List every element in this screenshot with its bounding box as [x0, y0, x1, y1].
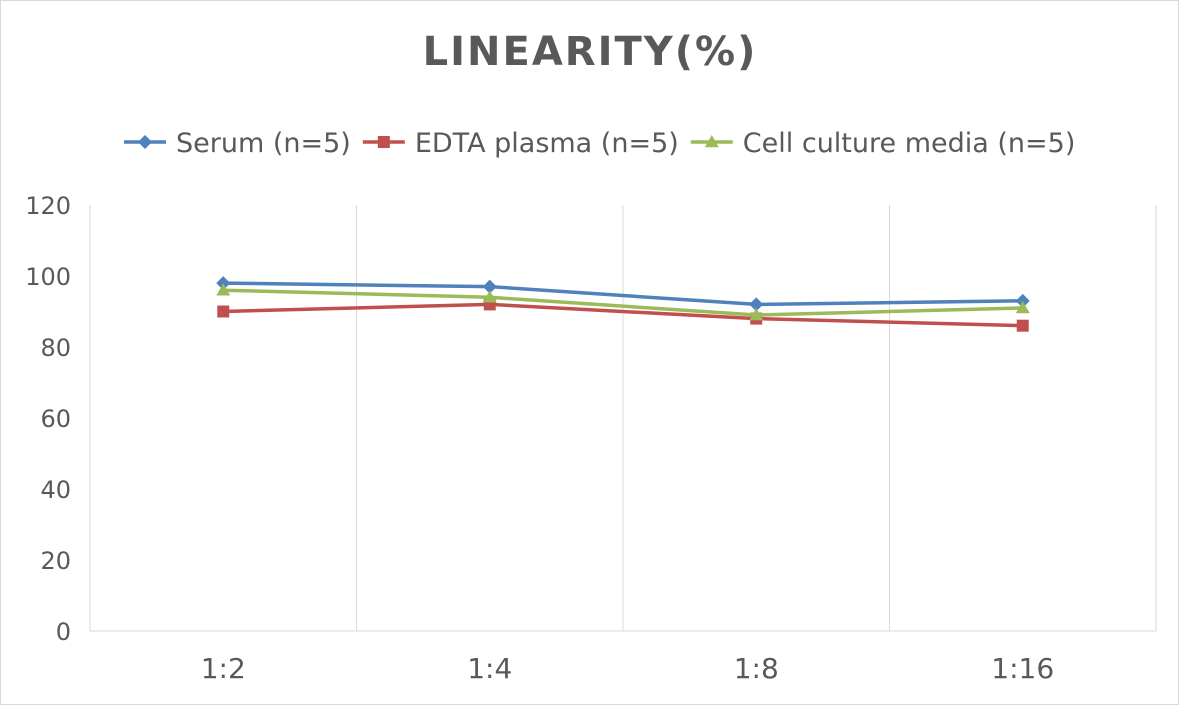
x-tick-label: 1:16: [991, 652, 1054, 685]
y-tick-label: 60: [40, 405, 71, 433]
y-tick-label: 40: [40, 476, 71, 504]
y-tick-label: 100: [25, 263, 71, 291]
series-line: [223, 288, 1023, 317]
data-point-triangle: [1015, 300, 1030, 314]
x-tick-label: 1:4: [467, 652, 512, 685]
axes: 0 20 40 60 80 100 120 1:2 1:4 1:8 1:16: [25, 192, 1156, 685]
grid: [89, 205, 1157, 631]
chart-title: LINEARITY(%): [423, 29, 758, 75]
legend-item: Serum (n=5): [124, 128, 351, 159]
x-tick-label: 1:8: [734, 652, 779, 685]
legend-item: EDTA plasma (n=5): [362, 128, 679, 159]
legend-label: EDTA plasma (n=5): [415, 128, 679, 159]
legend-label: Cell culture media (n=5): [743, 128, 1076, 159]
data-point-triangle: [704, 135, 719, 148]
x-tick-label: 1:2: [201, 652, 246, 685]
legend: Serum (n=5) EDTA plasma (n=5) Cell culture…: [124, 128, 1075, 159]
series-triangle: [216, 283, 1030, 321]
y-tick-label: 20: [40, 547, 71, 575]
data-point-diamond: [749, 297, 764, 312]
series-group: [216, 276, 1030, 332]
data-point-square: [377, 136, 390, 148]
legend-item: Cell culture media (n=5): [690, 128, 1076, 159]
series-diamond: [216, 276, 1030, 312]
data-point-triangle: [216, 283, 231, 296]
data-point-diamond: [1015, 293, 1030, 308]
y-tick-label: 0: [56, 618, 71, 646]
legend-label: Serum (n=5): [176, 128, 351, 159]
y-tick-label: 80: [40, 334, 71, 362]
data-point-square: [1016, 319, 1029, 332]
series-line: [223, 302, 1023, 328]
data-point-triangle: [482, 290, 497, 303]
series-line: [223, 281, 1023, 307]
data-point-diamond: [216, 276, 231, 291]
y-tick-label: 120: [25, 192, 71, 220]
data-point-diamond: [482, 279, 497, 294]
data-point-triangle: [749, 308, 764, 321]
data-point-square: [217, 305, 230, 318]
data-point-diamond: [138, 135, 152, 149]
